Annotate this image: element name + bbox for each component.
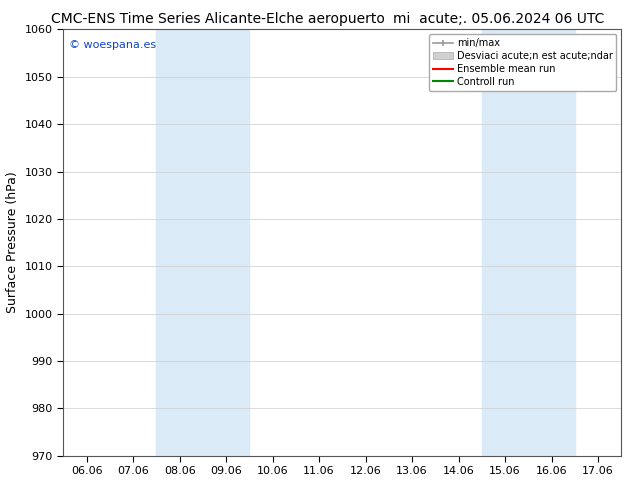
Y-axis label: Surface Pressure (hPa): Surface Pressure (hPa)	[6, 172, 19, 314]
Text: mi  acute;. 05.06.2024 06 UTC: mi acute;. 05.06.2024 06 UTC	[393, 12, 604, 26]
Bar	[157, 29, 203, 456]
Bar	[528, 29, 575, 456]
Text: © woespana.es: © woespana.es	[69, 40, 156, 50]
Bar	[203, 29, 249, 456]
Legend: min/max, Desviaci acute;n est acute;ndar, Ensemble mean run, Controll run: min/max, Desviaci acute;n est acute;ndar…	[429, 34, 616, 91]
Bar	[482, 29, 528, 456]
Text: CMC-ENS Time Series Alicante-Elche aeropuerto: CMC-ENS Time Series Alicante-Elche aerop…	[51, 12, 385, 26]
